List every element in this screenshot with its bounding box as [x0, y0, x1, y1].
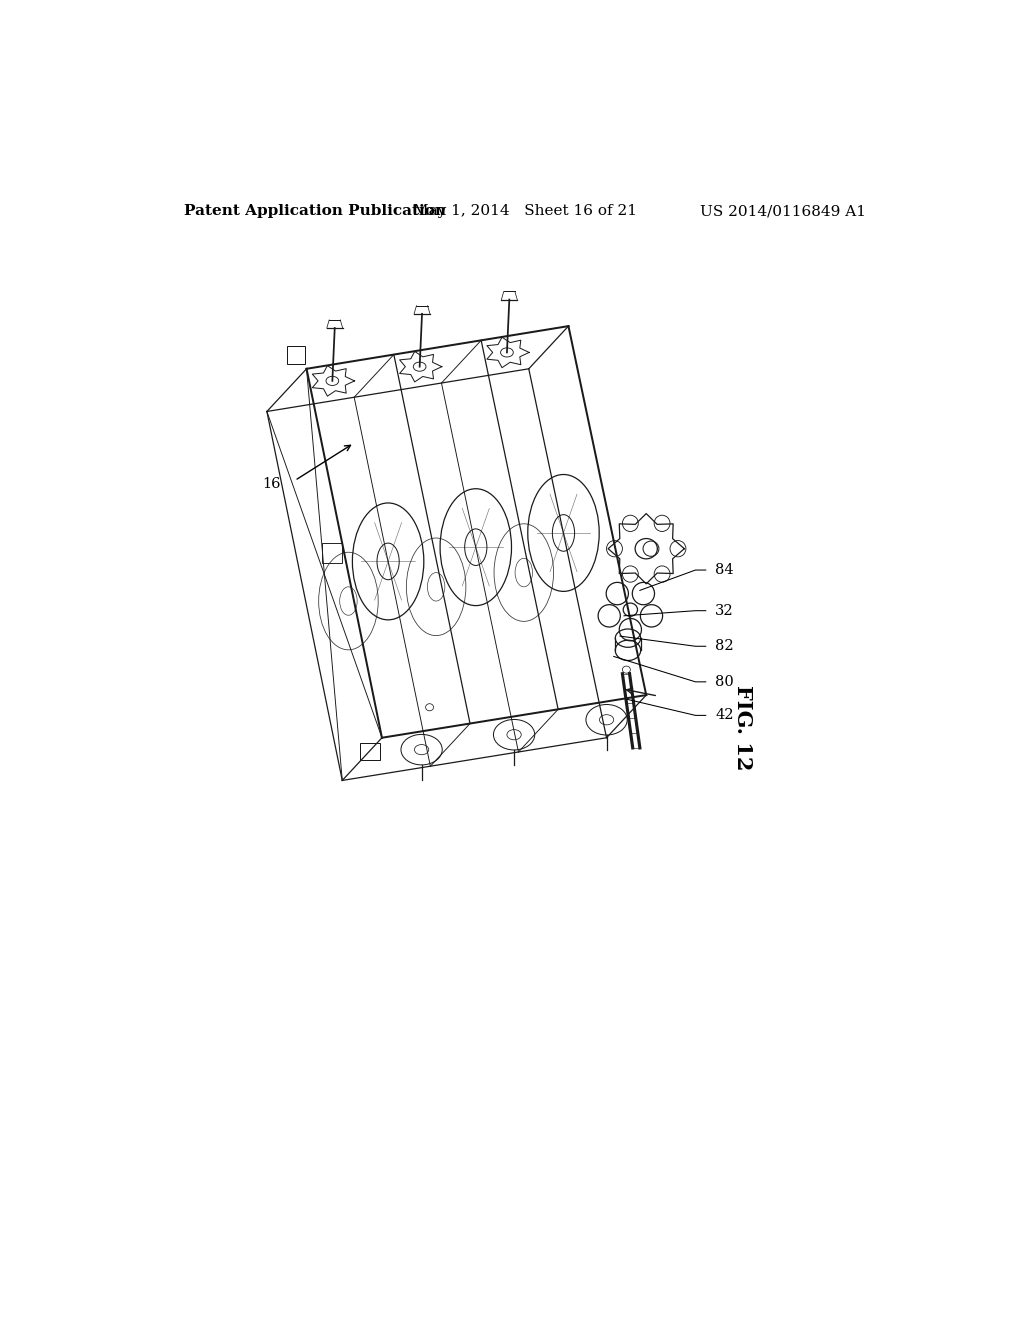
Text: 82: 82 — [715, 639, 734, 653]
Text: 84: 84 — [715, 564, 734, 577]
Text: 16: 16 — [262, 477, 281, 491]
Text: 32: 32 — [715, 603, 734, 618]
Text: 80: 80 — [715, 675, 734, 689]
Text: Patent Application Publication: Patent Application Publication — [183, 205, 445, 218]
Text: US 2014/0116849 A1: US 2014/0116849 A1 — [700, 205, 866, 218]
Text: May 1, 2014   Sheet 16 of 21: May 1, 2014 Sheet 16 of 21 — [413, 205, 637, 218]
Text: 42: 42 — [715, 709, 734, 722]
Text: FIG. 12: FIG. 12 — [733, 685, 753, 771]
